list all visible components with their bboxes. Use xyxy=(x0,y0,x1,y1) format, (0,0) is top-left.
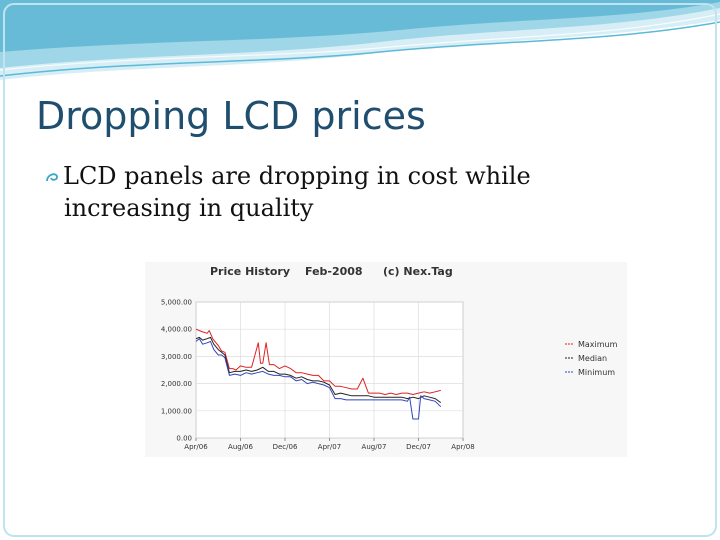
y-tick-label: 1,000.00 xyxy=(161,407,192,415)
y-tick-label: 0.00 xyxy=(176,435,192,443)
bullet-text-line2: increasing in quality xyxy=(64,194,314,222)
legend-entry-maximum: Maximum xyxy=(578,340,618,349)
bullet-point: LCD panels are dropping in cost while in… xyxy=(44,160,684,224)
x-tick-label: Apr/07 xyxy=(318,443,341,451)
x-tick-label: Dec/06 xyxy=(273,443,298,451)
page-title: Dropping LCD prices xyxy=(36,94,426,138)
price-history-chart: Price History Feb-2008 (c) Nex.Tag 0.00 1,00… xyxy=(145,262,627,457)
x-tick-label: Apr/08 xyxy=(451,443,474,451)
bullet-text-line1: LCD panels are dropping in cost while xyxy=(63,162,531,190)
y-tick-label: 3,000.00 xyxy=(161,353,192,361)
swirl-bullet-icon xyxy=(46,173,58,182)
y-tick-label: 2,000.00 xyxy=(161,380,192,388)
series-line-minimum xyxy=(195,338,442,420)
series-line-maximum xyxy=(195,328,441,395)
chart-title-part: Feb-2008 xyxy=(305,265,363,278)
x-tick-label: Aug/06 xyxy=(228,443,253,451)
legend-entry-median: Median xyxy=(578,354,607,363)
y-tick-label: 4,000.00 xyxy=(161,326,192,334)
series-line-median xyxy=(195,336,442,404)
x-tick-label: Aug/07 xyxy=(362,443,387,451)
x-tick-label: Dec/07 xyxy=(406,443,431,451)
chart-title-part: (c) Nex.Tag xyxy=(383,265,453,278)
chart-canvas: Price History Feb-2008 (c) Nex.Tag 0.00 1,00… xyxy=(161,265,618,451)
legend-entry-minimum: Minimum xyxy=(578,368,615,377)
y-tick-label: 5,000.00 xyxy=(161,299,192,307)
x-tick-label: Apr/06 xyxy=(184,443,208,451)
chart-title-part: Price History xyxy=(210,265,290,278)
bullet-line-first: LCD panels are dropping in cost while xyxy=(44,160,684,192)
